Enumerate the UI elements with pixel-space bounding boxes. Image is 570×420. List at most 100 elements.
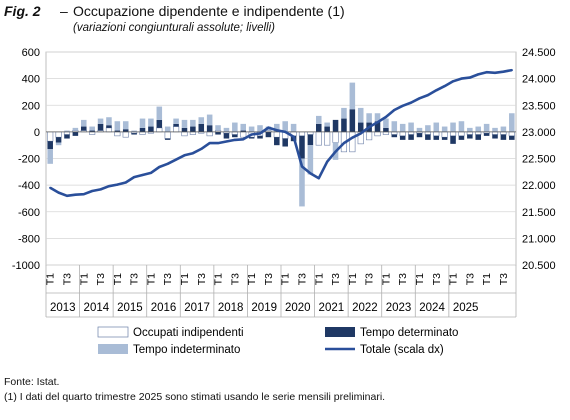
line-point xyxy=(418,97,421,100)
figure-header: Fig. 2 – Occupazione dipendente e indipe… xyxy=(0,0,570,46)
bar-det xyxy=(332,119,339,132)
bar-indet xyxy=(290,123,297,132)
line-point xyxy=(82,193,85,196)
bar-det xyxy=(475,134,482,140)
bar-ind xyxy=(508,131,515,137)
bar-indet xyxy=(475,126,482,132)
x-quarter-label: T1 xyxy=(45,273,57,285)
bar-det xyxy=(467,134,473,139)
line-point xyxy=(124,181,127,184)
bar-indet xyxy=(80,119,87,127)
legend-label-tot: Totale (scala dx) xyxy=(360,344,444,356)
line-point xyxy=(435,89,438,92)
bar-det xyxy=(64,134,70,139)
bar-indet xyxy=(441,126,448,132)
x-quarter-label: T1 xyxy=(481,273,493,285)
line-point xyxy=(275,129,278,132)
bar-det xyxy=(248,137,255,139)
bar-det xyxy=(47,141,53,150)
bar-indet xyxy=(139,118,146,128)
bar-ind xyxy=(441,131,448,138)
x-quarter-label: T1 xyxy=(213,273,225,285)
bar-indet xyxy=(206,114,213,126)
x-year-label: 2024 xyxy=(419,302,445,314)
line-point xyxy=(368,125,371,129)
line-point xyxy=(502,70,505,73)
bar-det xyxy=(114,130,121,132)
line-point xyxy=(485,71,488,74)
y-left-tick-label: -200 xyxy=(18,154,40,166)
bar-det xyxy=(80,126,87,131)
x-year-label: 2023 xyxy=(386,302,412,314)
bar-indet xyxy=(416,127,423,132)
bar-indet xyxy=(408,122,414,132)
bar-det xyxy=(408,134,414,140)
line-point xyxy=(376,121,379,124)
line-point xyxy=(242,138,245,141)
y-right-tick-label: 23.000 xyxy=(522,127,556,139)
bar-ind xyxy=(114,131,121,137)
bar-det xyxy=(399,135,406,140)
bar-indet xyxy=(148,118,154,127)
y-right-tick-label: 24.000 xyxy=(522,74,556,86)
bar-ind xyxy=(181,131,188,137)
bar-ind xyxy=(399,131,406,137)
line-point xyxy=(74,193,77,196)
bar-indet xyxy=(190,119,196,127)
legend-label-ind: Occupati indipendenti xyxy=(133,327,244,339)
bar-det xyxy=(307,134,314,146)
y-right-tick-label: 22.500 xyxy=(522,154,556,166)
bar-indet xyxy=(106,117,112,126)
y-left-tick-label: 400 xyxy=(22,74,40,86)
bar-det xyxy=(425,134,431,140)
bar-det xyxy=(181,127,188,132)
x-quarter-label: T3 xyxy=(229,273,241,285)
y-left-tick-label: -1000 xyxy=(12,260,40,272)
chart-area: 600 24.500 400 24.000 200 23.500 0 23.000 -200 22… xyxy=(12,47,556,356)
bar-indet xyxy=(173,118,179,124)
legend-label-indet: Tempo indeterminato xyxy=(133,344,240,356)
bar-det xyxy=(458,135,465,140)
bar-det xyxy=(349,109,356,132)
y-right-tick-label: 21.000 xyxy=(522,233,556,245)
line-point xyxy=(267,126,270,129)
line-point xyxy=(359,132,362,135)
bar-det xyxy=(341,118,347,132)
x-year-label: 2017 xyxy=(184,302,210,314)
bar-det xyxy=(315,123,322,132)
line-point xyxy=(158,165,161,169)
bar-det xyxy=(374,121,381,132)
bar-indet xyxy=(97,118,104,124)
line-point xyxy=(174,158,178,161)
x-quarter-label: T1 xyxy=(280,273,292,285)
y-left-tick-label: 200 xyxy=(22,100,40,112)
line-point xyxy=(258,132,262,135)
bar-det xyxy=(206,125,213,132)
line-point xyxy=(65,194,69,197)
line-point xyxy=(91,189,94,193)
bar-det xyxy=(383,127,389,132)
line-point xyxy=(309,172,312,175)
bar-det xyxy=(450,135,456,144)
bar-indet xyxy=(357,107,364,123)
line-point xyxy=(334,150,337,153)
x-year-label: 2018 xyxy=(218,302,244,314)
bar-indet xyxy=(240,123,247,131)
bar-indet xyxy=(324,122,330,127)
series-line-totale xyxy=(49,68,513,198)
bar-ind xyxy=(273,131,280,138)
bar-det xyxy=(223,133,230,139)
bar-indet xyxy=(483,123,490,132)
bar-ind xyxy=(433,131,440,137)
bar-ind xyxy=(315,131,322,146)
line-point xyxy=(317,177,320,180)
x-quarter-label: T1 xyxy=(347,273,359,285)
x-quarter-label: T3 xyxy=(129,273,141,285)
chart-title: Occupazione dipendente e indipendente (1… xyxy=(73,3,345,19)
bar-ind xyxy=(458,131,465,137)
bar-ind xyxy=(47,131,54,142)
bar-ind xyxy=(366,131,373,141)
line-point xyxy=(99,188,102,191)
line-point xyxy=(107,185,111,188)
x-year-label: 2022 xyxy=(352,302,378,314)
